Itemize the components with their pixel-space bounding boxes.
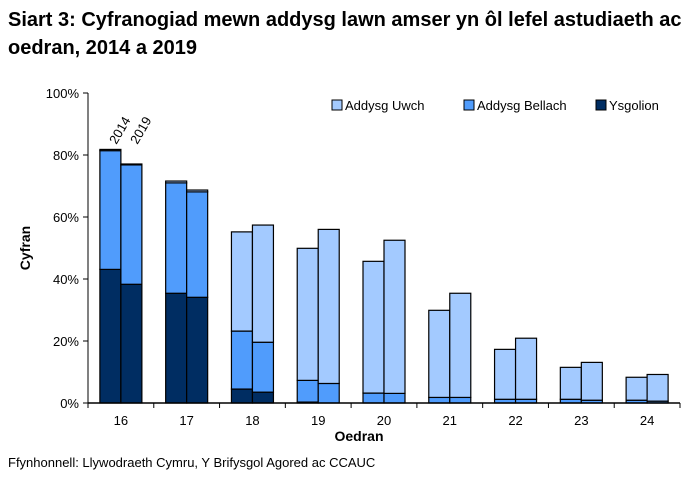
bar-addysg-uwch-22-2019 (514, 337, 538, 400)
year-label-2014: 2014 (106, 114, 133, 147)
bar-addysg-uwch-23-2019 (580, 361, 603, 401)
bar-addysg-uwch-23-2014 (559, 366, 582, 400)
bar-addysg-uwch-19-2019 (317, 228, 340, 385)
bar-addysg-uwch-20-2014 (362, 260, 385, 394)
y-tick-label: 80% (53, 148, 79, 163)
bar-addysg-uwch-19-2014 (296, 247, 319, 381)
bar-ysgolion-16-2014 (99, 268, 122, 404)
bar-addysg-bellach-21-2019 (449, 396, 472, 404)
legend-label: Addysg Uwch (345, 98, 424, 113)
x-tick-label: 21 (443, 413, 457, 428)
bar-addysg-bellach-19-2019 (317, 382, 340, 404)
bar-addysg-bellach-19-2014 (296, 379, 319, 403)
y-axis-label: Cyfran (17, 226, 33, 270)
bar-addysg-uwch-21-2019 (449, 292, 472, 399)
chart-title: Siart 3: Cyfranogiad mewn addysg lawn am… (8, 9, 682, 59)
bar-addysg-bellach-20-2014 (362, 392, 385, 404)
y-tick-label: 60% (53, 210, 79, 225)
bar-ysgolion-18-2014 (230, 388, 254, 404)
legend-label: Addysg Bellach (477, 98, 567, 113)
bar-addysg-uwch-17-2014 (165, 180, 188, 184)
bar-addysg-uwch-24-2014 (625, 376, 648, 401)
bar-addysg-bellach-20-2019 (383, 392, 406, 404)
year-label-2019: 2019 (127, 114, 154, 147)
bar-addysg-uwch-21-2014 (428, 309, 451, 399)
bar-addysg-bellach-16-2019 (120, 164, 143, 285)
bar-addysg-bellach-17-2014 (165, 182, 188, 294)
legend-swatch (331, 99, 343, 111)
x-tick-label: 17 (179, 413, 193, 428)
x-tick-label: 24 (640, 413, 654, 428)
y-tick-label: 0% (60, 396, 79, 411)
bar-addysg-uwch-16-2014 (99, 148, 122, 152)
bar-addysg-uwch-18-2014 (230, 231, 254, 332)
x-tick-label: 23 (574, 413, 588, 428)
bar-ysgolion-16-2019 (120, 283, 143, 404)
bar-addysg-uwch-18-2019 (251, 224, 275, 343)
bar-ysgolion-17-2019 (186, 296, 209, 404)
bar-addysg-bellach-18-2019 (251, 341, 275, 393)
bar-addysg-bellach-16-2014 (99, 150, 122, 270)
x-tick-label: 16 (114, 413, 128, 428)
x-tick-label: 19 (311, 413, 325, 428)
bar-ysgolion-18-2019 (251, 391, 275, 404)
x-tick-label: 20 (377, 413, 391, 428)
bar-addysg-bellach-21-2014 (428, 396, 451, 404)
x-tick-label: 22 (508, 413, 522, 428)
bar-addysg-bellach-18-2014 (230, 330, 254, 390)
legend-swatch (463, 99, 475, 111)
x-axis-label: Oedran (334, 428, 383, 444)
bar-addysg-uwch-16-2019 (120, 163, 143, 166)
x-tick-label: 18 (245, 413, 259, 428)
y-tick-label: 20% (53, 334, 79, 349)
bar-addysg-uwch-20-2019 (383, 239, 406, 394)
bar-addysg-uwch-24-2019 (646, 373, 669, 402)
bar-addysg-bellach-17-2019 (186, 191, 209, 298)
legend-label: Ysgolion (609, 98, 659, 113)
source-note: Ffynhonnell: Llywodraeth Cymru, Y Brifys… (8, 455, 376, 470)
bar-addysg-uwch-22-2014 (493, 348, 517, 400)
y-tick-label: 40% (53, 272, 79, 287)
y-tick-label: 100% (46, 86, 80, 101)
bar-addysg-uwch-17-2019 (186, 189, 209, 193)
bar-ysgolion-17-2014 (165, 292, 188, 404)
legend-swatch (595, 99, 607, 111)
